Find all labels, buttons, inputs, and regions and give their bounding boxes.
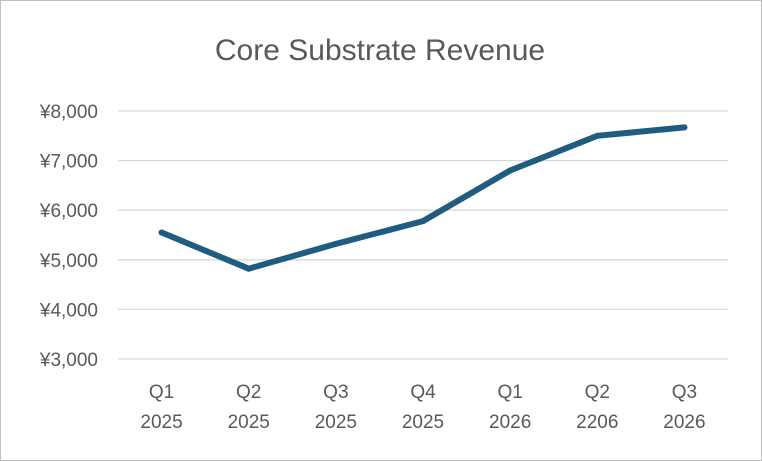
x-tick-label: Q1 (497, 382, 522, 403)
x-tick-label: 2025 (228, 412, 270, 433)
x-tick-label: 2206 (576, 412, 618, 433)
x-tick-label: 2025 (402, 412, 444, 433)
y-tick-label: ¥3,000 (39, 350, 98, 371)
data-point (420, 218, 426, 225)
x-tick-label: 2025 (140, 412, 182, 433)
y-tick-label: ¥5,000 (39, 251, 98, 272)
plot-area (158, 124, 688, 272)
data-point (332, 240, 339, 247)
x-tick-label: 2026 (663, 412, 705, 433)
series-line (158, 124, 688, 272)
gridlines (118, 110, 728, 360)
x-tick-label: Q2 (585, 382, 610, 403)
y-tick-label: ¥8,000 (39, 102, 98, 123)
x-tick-label: Q4 (410, 382, 436, 403)
x-tick-label: 2026 (489, 412, 531, 433)
chart-title: Core Substrate Revenue (215, 34, 545, 67)
data-point (594, 132, 601, 139)
x-tick-label: Q3 (323, 382, 348, 403)
data-point (245, 265, 252, 272)
data-point (158, 229, 165, 236)
y-tick-label: ¥7,000 (39, 152, 98, 173)
y-tick-label: ¥6,000 (39, 201, 98, 222)
x-tick-label: Q1 (149, 382, 174, 403)
x-axis-tick-labels: Q1 2025 Q2 2025 Q3 2025 Q4 2025 Q1 2026 Q2 2206 Q3 20… (140, 382, 705, 433)
x-tick-label: Q2 (236, 382, 261, 403)
data-point (507, 167, 514, 174)
y-tick-label: ¥4,000 (39, 300, 98, 321)
data-point (681, 124, 688, 131)
y-axis-tick-labels: ¥3,000 ¥4,000 ¥5,000 ¥6,000 ¥7,000 ¥8,000 (39, 102, 98, 371)
x-tick-label: 2025 (315, 412, 357, 433)
x-tick-label: Q3 (672, 382, 697, 403)
